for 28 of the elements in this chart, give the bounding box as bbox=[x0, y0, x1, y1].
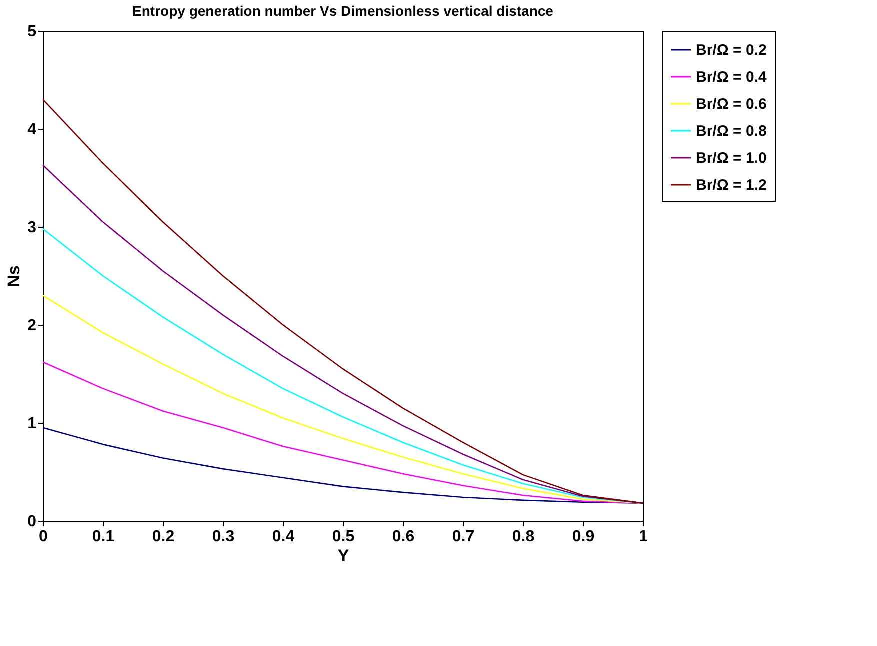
x-tick-label: 0.6 bbox=[392, 528, 415, 546]
y-tick-label: 1 bbox=[28, 416, 37, 432]
legend-label: Br/Ω = 1.2 bbox=[696, 177, 767, 194]
y-tick-label: 2 bbox=[28, 318, 37, 334]
x-tick-label: 1 bbox=[639, 528, 648, 546]
legend-label: Br/Ω = 0.8 bbox=[696, 123, 767, 140]
x-tick-label: 0 bbox=[39, 528, 48, 546]
y-tick-label: 4 bbox=[28, 122, 37, 138]
x-tick-label: 0.3 bbox=[212, 528, 235, 546]
legend-label: Br/Ω = 0.4 bbox=[696, 69, 768, 86]
x-tick-label: 0.2 bbox=[152, 528, 175, 546]
x-axis-title: Y bbox=[338, 546, 350, 566]
x-tick-label: 0.8 bbox=[512, 528, 535, 546]
y-tick-label: 3 bbox=[28, 220, 37, 236]
legend-label: Br/Ω = 0.2 bbox=[696, 42, 767, 59]
x-tick-label: 0.1 bbox=[92, 528, 115, 546]
line-series bbox=[42, 98, 644, 504]
legend-label: Br/Ω = 1.0 bbox=[696, 150, 767, 167]
y-tick-label: 0 bbox=[28, 514, 37, 530]
x-tick-label: 0.7 bbox=[452, 528, 475, 546]
x-tick-label: 0.5 bbox=[332, 528, 355, 546]
x-tick-label: 0.4 bbox=[272, 528, 295, 546]
y-tick-label: 5 bbox=[28, 24, 37, 40]
legend-label: Br/Ω = 0.6 bbox=[696, 96, 767, 113]
line-series bbox=[42, 164, 644, 504]
chart-title: Entropy generation number Vs Dimensionless vertical distance bbox=[132, 3, 554, 19]
y-axis-title: Ns bbox=[4, 266, 24, 288]
x-tick-label: 0.9 bbox=[572, 528, 595, 546]
